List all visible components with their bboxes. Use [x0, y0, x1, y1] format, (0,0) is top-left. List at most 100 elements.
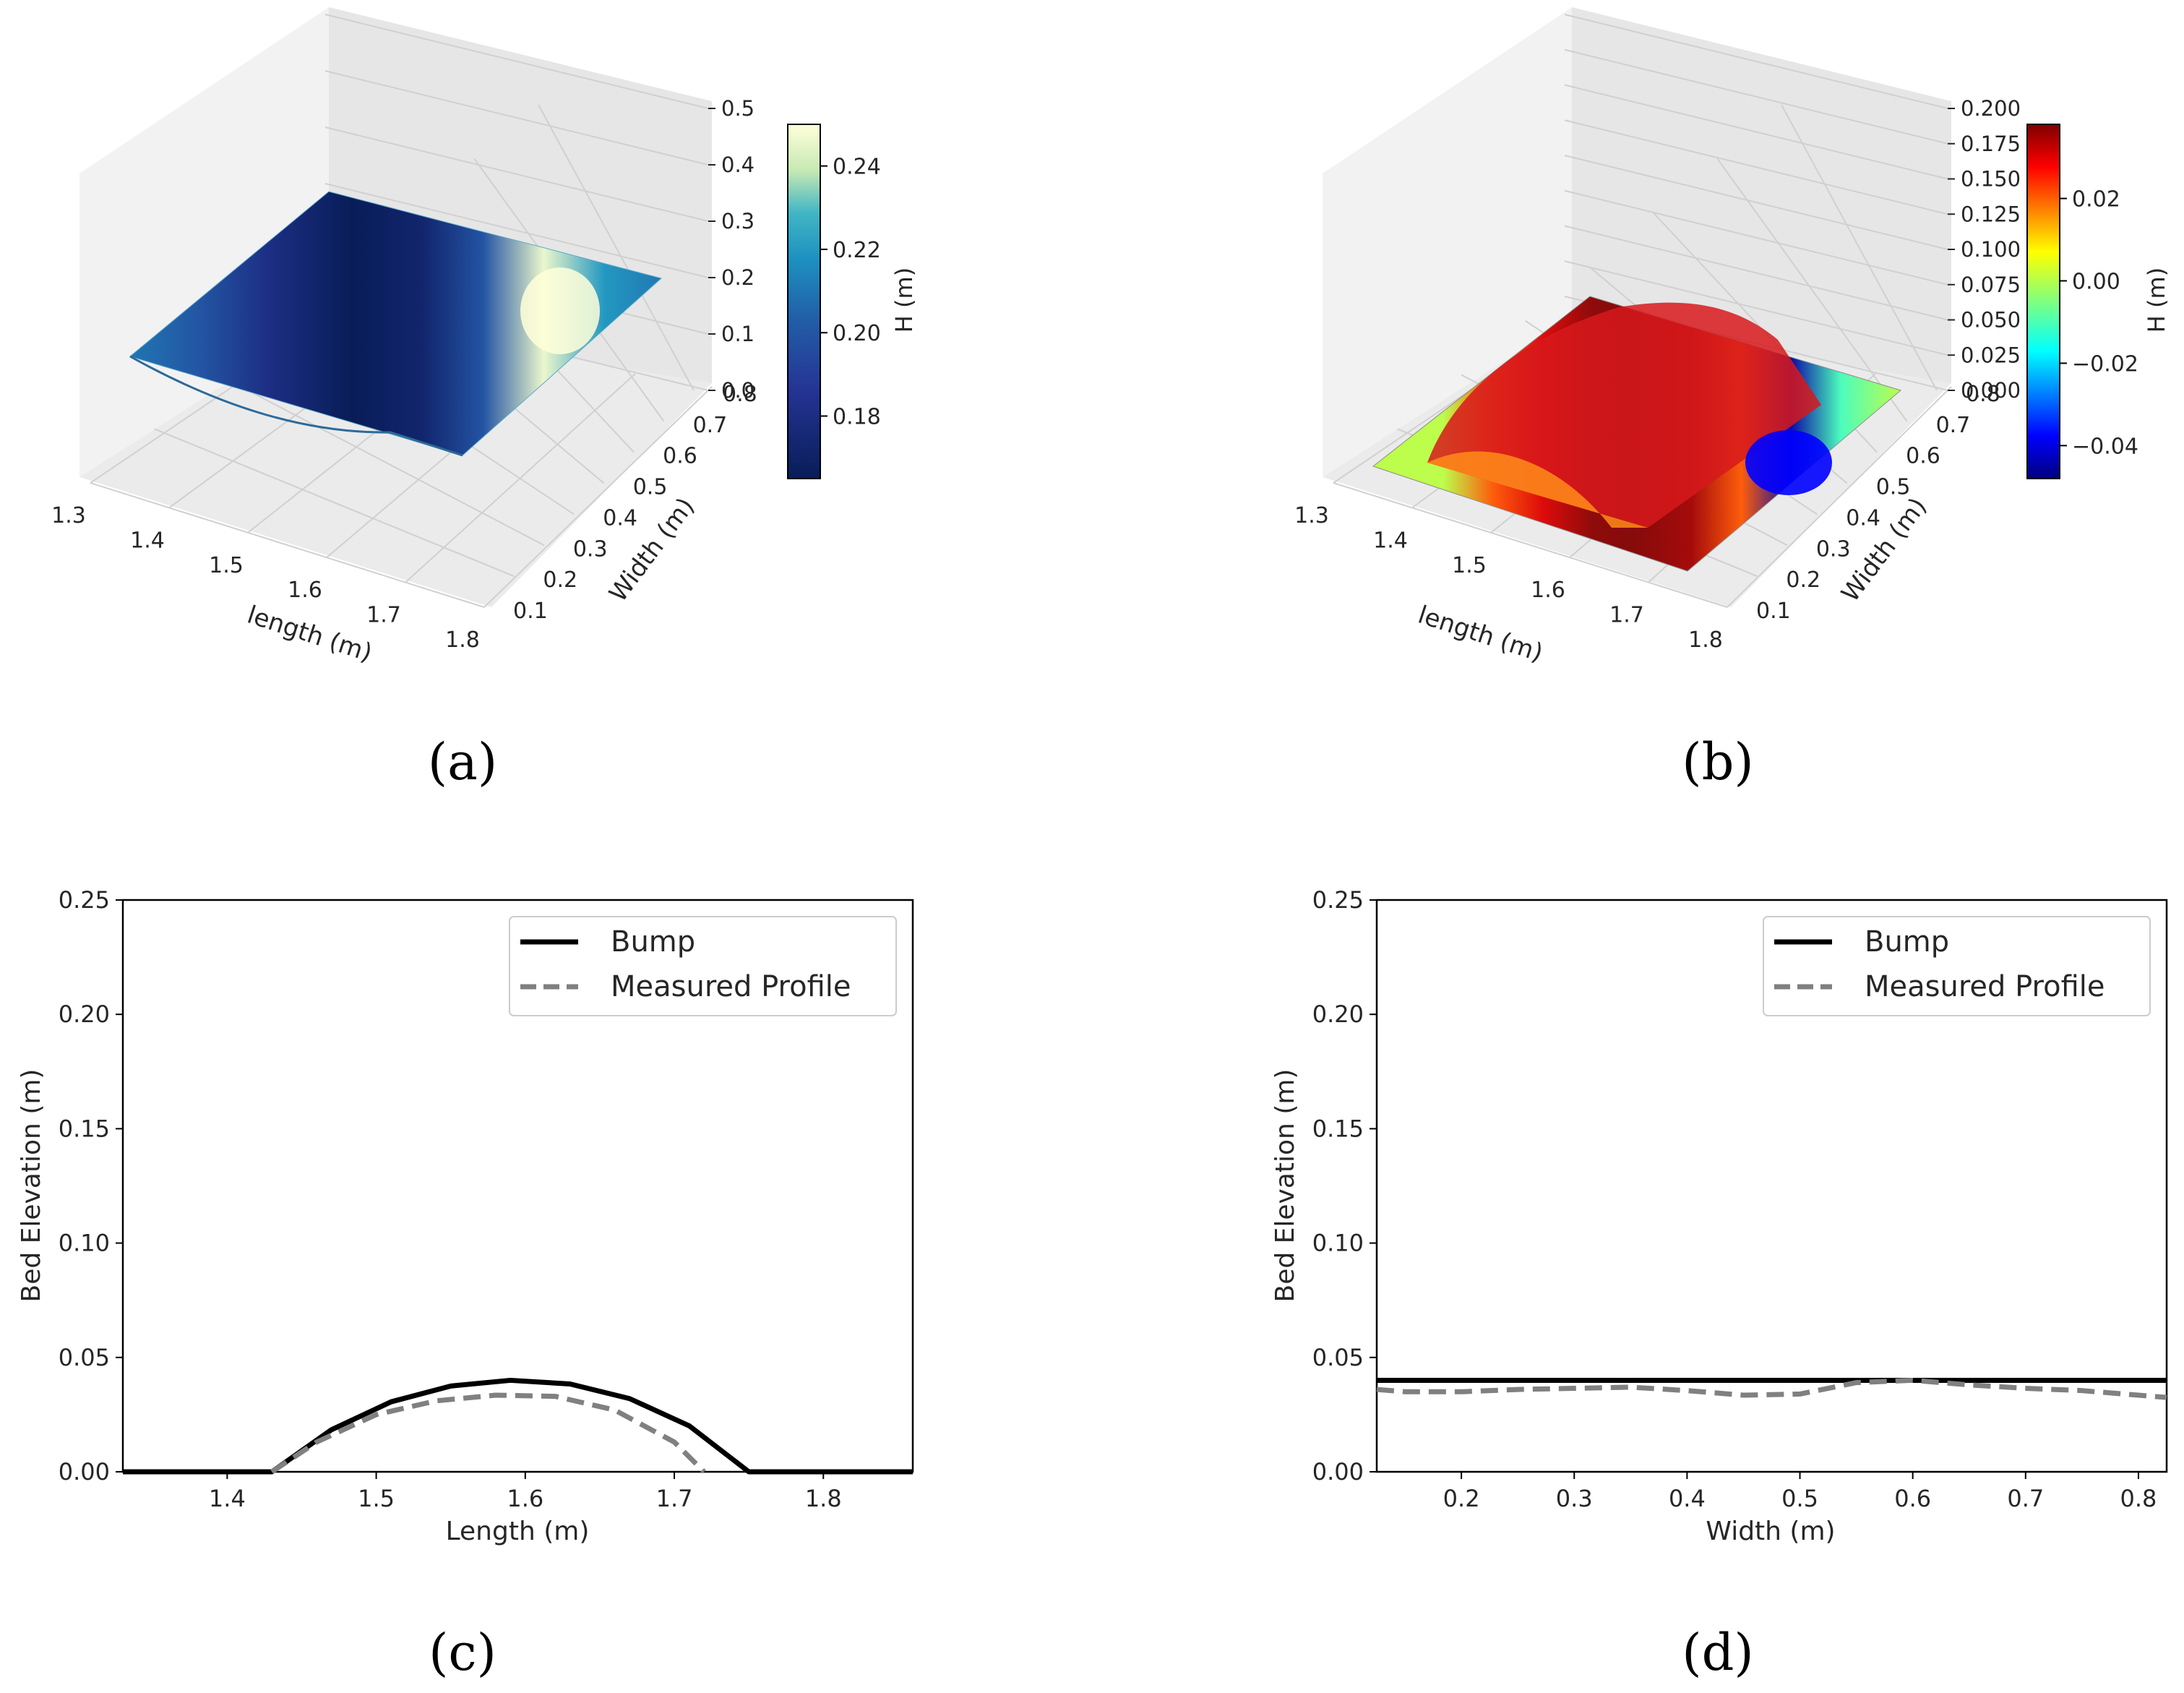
z-tick-label: 0.175 — [1961, 132, 2021, 156]
panel-c-y-tick-label: 0.20 — [59, 1000, 110, 1028]
x-tick-label: 1.3 — [1294, 503, 1329, 528]
panel-d-x-tick-label: 0.5 — [1781, 1485, 1818, 1512]
x-tick-label: 1.5 — [1452, 553, 1487, 578]
x-tick-label: 1.4 — [130, 528, 165, 553]
panel-d-legend: Bump Measured Profile — [1763, 916, 2151, 1016]
panel-d-x-tick-label: 0.2 — [1443, 1485, 1480, 1512]
z-tick-label: 0.050 — [1961, 308, 2021, 333]
panel-b-right-pane — [1572, 7, 1951, 383]
panel-d-y-tick-label: 0.10 — [1312, 1230, 1364, 1257]
x-tick-label: 1.7 — [1609, 603, 1644, 628]
y-tick-label: 0.7 — [693, 413, 728, 438]
panel-c-x-tick-label: 1.7 — [656, 1485, 693, 1512]
x-tick-label: 1.6 — [1531, 578, 1565, 603]
panel-d-ticks: 0.2 0.3 0.4 0.5 0.6 0.7 0.8 0.00 0.05 0.10 0.15 0.2… — [1312, 886, 2157, 1512]
panel-c-y-tick-label: 0.15 — [59, 1115, 110, 1142]
z-tick-label: 0.0 — [721, 378, 754, 403]
z-tick-label: 0.2 — [721, 265, 754, 290]
panel-b-3d-surface: 1.3 1.4 1.5 1.6 1.7 1.8 0.1 0.2 0.3 0.4 0.5 0.6 0.7 0… — [1294, 7, 2170, 668]
panel-c-x-tick-label: 1.6 — [507, 1485, 543, 1512]
colorbar-tick-label: 0.20 — [833, 321, 881, 346]
z-tick-label: 0.4 — [721, 153, 754, 177]
panel-a-colorbar-ticks: 0.18 0.20 0.22 0.24 — [820, 155, 881, 430]
gridline-z — [324, 127, 709, 222]
panel-c-label: (c) — [429, 1623, 496, 1682]
panel-d-series-measured-profile — [1376, 1377, 2167, 1400]
z-tick-label: 0.1 — [721, 322, 754, 346]
y-tick-label: 0.8 — [1966, 382, 2000, 407]
z-tick-label: 0.125 — [1961, 202, 2021, 226]
y-tick-label: 0.4 — [603, 505, 637, 531]
colorbar-tick-label: −0.02 — [2072, 351, 2138, 377]
panel-c-x-tick-label: 1.8 — [805, 1485, 842, 1512]
panel-a-label: (a) — [428, 732, 497, 792]
panel-d-line-chart: 0.2 0.3 0.4 0.5 0.6 0.7 0.8 0.00 0.05 0.10 0.15 0.2… — [1271, 886, 2168, 1546]
panel-a-colorbar — [787, 124, 821, 479]
panel-d-legend-bump-label: Bump — [1865, 925, 1949, 959]
panel-b-scour-hole — [1745, 430, 1832, 495]
panel-a-floor-pane — [79, 318, 712, 607]
gridline-z — [1564, 48, 1948, 145]
gridline-y — [1716, 158, 1908, 422]
panel-d-x-tick-label: 0.3 — [1556, 1485, 1593, 1512]
x-tick-label: 1.8 — [445, 627, 480, 653]
gridline-x — [483, 386, 713, 608]
panel-d-y-axis-label: Bed Elevation (m) — [1271, 1069, 1300, 1303]
y-tick-label: 0.6 — [663, 444, 697, 469]
y-tick-label: 0.8 — [723, 382, 757, 407]
panel-c-series-measured-profile — [270, 1392, 706, 1474]
panel-b-axis-ticks: 1.3 1.4 1.5 1.6 1.7 1.8 0.1 0.2 0.3 0.4 0.5 0.6 0.7 0… — [1294, 96, 2021, 653]
z-tick-label: 0.075 — [1961, 273, 2021, 297]
y-tick-label: 0.2 — [1786, 567, 1820, 593]
gridline-z — [324, 14, 709, 109]
z-tick-label: 0.025 — [1961, 343, 2021, 367]
z-tick-label: 0.3 — [721, 209, 754, 233]
colorbar-tick-label: 0.02 — [2072, 187, 2120, 213]
panel-b-colorbar-label: H (m) — [2143, 267, 2170, 333]
panel-c-line-chart: 1.4 1.5 1.6 1.7 1.80.000.050.100.150.200.25 … — [17, 886, 914, 1546]
z-tick-label: 0.000 — [1961, 378, 2021, 403]
y-tick-label: 0.7 — [1936, 413, 1971, 438]
z-tick-label: 0.200 — [1961, 96, 2021, 121]
panel-c-series-bump — [123, 1377, 913, 1475]
gridline-z — [1564, 225, 1948, 321]
gridline-y — [538, 104, 695, 391]
x-tick-label: 1.4 — [1373, 528, 1408, 553]
panel-d-legend-box — [1763, 916, 2151, 1016]
gridline-z — [1564, 14, 1948, 109]
colorbar-tick-label: 0.24 — [833, 155, 881, 180]
panel-c-legend-measured-label: Measured Profile — [611, 970, 851, 1003]
panel-a-colorbar-label: H (m) — [890, 267, 918, 333]
gridline-z — [1564, 84, 1948, 180]
panel-d-series — [1376, 1377, 2167, 1400]
gridline-z — [324, 183, 709, 278]
panel-b-colorbar-ticks: −0.04 −0.02 0.00 0.02 — [2060, 187, 2138, 459]
z-tick-label: 0.150 — [1961, 167, 2021, 192]
panel-d-x-tick-label: 0.7 — [2007, 1485, 2044, 1512]
panel-c-y-tick-label: 0.00 — [59, 1458, 110, 1486]
y-tick-label: 0.6 — [1906, 444, 1940, 469]
panel-b-label: (b) — [1682, 732, 1753, 792]
panel-d-y-tick-label: 0.20 — [1312, 1000, 1364, 1028]
gridline-y — [1781, 104, 1938, 391]
x-tick-label: 1.6 — [288, 578, 322, 603]
panel-d-legend-measured-label: Measured Profile — [1865, 970, 2105, 1003]
panel-b-x-axis-label: length (m) — [1414, 601, 1546, 668]
panel-c-ticks: 1.4 1.5 1.6 1.7 1.8 0.00 0.05 0.10 0.15 0.20 0.25 — [59, 886, 842, 1512]
panel-b-colorbar — [2026, 124, 2060, 479]
panel-a-surface-peak — [520, 267, 600, 354]
colorbar-tick-label: 0.18 — [833, 405, 881, 430]
gridline-y — [90, 482, 485, 608]
panel-d-x-tick-label: 0.6 — [1894, 1485, 1931, 1512]
gridline-y — [218, 374, 545, 547]
panel-a-axis-ticks: 1.3 1.4 1.5 1.6 1.7 1.8 0.1 0.2 0.3 0.4 0.5 0.6 0.7 0… — [51, 96, 757, 653]
z-tick-label: 0.100 — [1961, 237, 2021, 262]
gridline-y — [1333, 482, 1728, 608]
panel-d-y-tick-label: 0.05 — [1312, 1344, 1364, 1371]
panel-d-y-tick-label: 0.25 — [1312, 886, 1364, 914]
panel-a-surface-front-edge — [129, 355, 463, 457]
gridline-z — [324, 70, 709, 166]
panel-d-x-tick-label: 0.4 — [1669, 1485, 1706, 1512]
gridline-z — [1564, 119, 1948, 215]
